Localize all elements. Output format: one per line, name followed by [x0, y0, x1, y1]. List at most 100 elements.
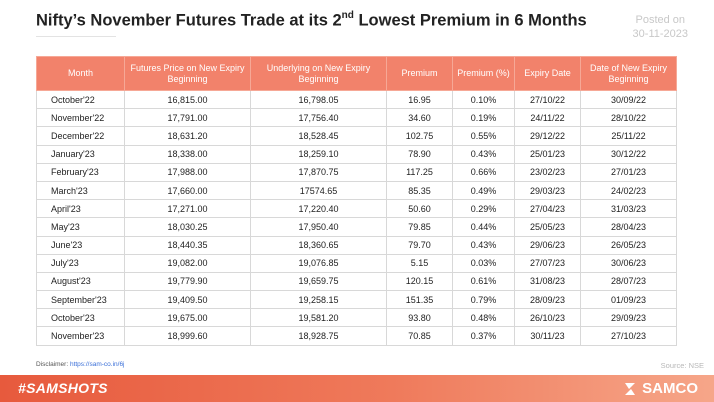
underlying-cell: 17574.65 [250, 180, 387, 201]
title-text-end: Lowest Premium in 6 Months [353, 11, 587, 30]
expiry-date-cell: 24/11/22 [514, 108, 581, 128]
underlying-cell: 19,258.15 [250, 290, 387, 310]
month-cell: November'22 [36, 108, 125, 128]
futures-price-cell: 18,631.20 [124, 126, 251, 146]
expiry-date-cell: 25/01/23 [514, 144, 581, 164]
table-row: February'23 17,988.00 17,870.75 117.25 0.66%… [36, 162, 677, 182]
posted-label: Posted on [635, 14, 686, 26]
brand-logo: SAMCO [622, 380, 698, 397]
premium-cell: 70.85 [386, 326, 453, 346]
new-expiry-date-cell: 26/05/23 [580, 235, 677, 255]
page-title: Nifty’s November Futures Trade at its 2n… [36, 10, 587, 31]
month-cell: October'22 [36, 89, 125, 110]
premium-pct-cell: 0.79% [452, 290, 515, 310]
premium-pct-cell: 0.29% [452, 199, 515, 219]
new-expiry-date-cell: 27/01/23 [580, 162, 677, 182]
premium-cell: 151.35 [386, 290, 453, 310]
futures-price-cell: 19,675.00 [124, 308, 251, 328]
futures-price-cell: 17,271.00 [124, 199, 251, 219]
underlying-cell: 19,581.20 [250, 308, 387, 328]
premium-pct-cell: 0.19% [452, 108, 515, 128]
posted-date-watermark: Posted on 30-11-2023 [633, 13, 688, 41]
premium-cell: 79.85 [386, 217, 453, 237]
premium-pct-cell: 0.43% [452, 235, 515, 255]
premium-cell: 5.15 [386, 253, 453, 273]
new-expiry-date-cell: 24/02/23 [580, 180, 677, 201]
table-row: March'23 17,660.00 17574.65 85.35 0.49% 29/03… [36, 180, 677, 201]
premium-pct-cell: 0.44% [452, 217, 515, 237]
underlying-cell: 16,798.05 [250, 89, 387, 110]
disclaimer: Disclaimer: https://sam-co.in/6j [36, 361, 125, 368]
table-row: November'22 17,791.00 17,756.40 34.60 0.19% 2… [36, 108, 677, 128]
new-expiry-date-cell: 28/10/22 [580, 108, 677, 128]
premium-pct-cell: 0.61% [452, 271, 515, 292]
underlying-cell: 18,928.75 [250, 326, 387, 346]
futures-price-cell: 19,082.00 [124, 253, 251, 273]
header-new-expiry-date: Date of New Expiry Beginning [580, 56, 677, 91]
futures-price-cell: 17,988.00 [124, 162, 251, 182]
underlying-cell: 17,950.40 [250, 217, 387, 237]
expiry-date-cell: 31/08/23 [514, 271, 581, 292]
month-cell: July'23 [36, 253, 125, 273]
disclaimer-label: Disclaimer: [36, 361, 70, 368]
premium-cell: 78.90 [386, 144, 453, 164]
premium-cell: 93.80 [386, 308, 453, 328]
samco-logo-icon [622, 381, 638, 397]
premium-cell: 85.35 [386, 180, 453, 201]
underlying-cell: 17,870.75 [250, 162, 387, 182]
brand-name: SAMCO [642, 380, 698, 397]
month-cell: October'23 [36, 308, 125, 328]
underlying-cell: 18,360.65 [250, 235, 387, 255]
futures-price-cell: 18,440.35 [124, 235, 251, 255]
posted-date: 30-11-2023 [632, 28, 688, 40]
new-expiry-date-cell: 31/03/23 [580, 199, 677, 219]
futures-premium-table: Month Futures Price on New Expiry Beginn… [36, 56, 677, 346]
expiry-date-cell: 29/03/23 [514, 180, 581, 201]
premium-pct-cell: 0.66% [452, 162, 515, 182]
disclaimer-link[interactable]: https://sam-co.in/6j [69, 361, 125, 368]
new-expiry-date-cell: 30/12/22 [580, 144, 677, 164]
table-row: May'23 18,030.25 17,950.40 79.85 0.44% 25/05/… [36, 217, 677, 237]
underlying-cell: 19,076.85 [250, 253, 387, 273]
underlying-cell: 17,220.40 [250, 199, 387, 219]
futures-price-cell: 17,660.00 [124, 180, 251, 201]
futures-price-cell: 19,409.50 [124, 290, 251, 310]
premium-pct-cell: 0.37% [452, 326, 515, 346]
premium-pct-cell: 0.49% [452, 180, 515, 201]
underlying-cell: 18,259.10 [250, 144, 387, 164]
footer-banner: #SAMSHOTS SAMCO [0, 375, 714, 402]
premium-pct-cell: 0.55% [452, 126, 515, 146]
table-body: October'22 16,815.00 16,798.05 16.95 0.10% 27… [36, 89, 677, 346]
hashtag-label: #SAMSHOTS [18, 380, 108, 396]
futures-price-cell: 19,779.90 [124, 271, 251, 292]
month-cell: June'23 [36, 235, 125, 255]
underlying-cell: 19,659.75 [250, 271, 387, 292]
title-superscript: nd [341, 10, 354, 21]
header-month: Month [36, 56, 125, 91]
new-expiry-date-cell: 30/09/22 [580, 89, 677, 110]
premium-cell: 16.95 [386, 89, 453, 110]
premium-cell: 120.15 [386, 271, 453, 292]
premium-cell: 79.70 [386, 235, 453, 255]
month-cell: November'23 [36, 326, 125, 346]
new-expiry-date-cell: 29/09/23 [580, 308, 677, 328]
premium-pct-cell: 0.03% [452, 253, 515, 273]
header-premium-pct: Premium (%) [452, 56, 515, 91]
expiry-date-cell: 29/06/23 [514, 235, 581, 255]
header-premium: Premium [386, 56, 453, 91]
expiry-date-cell: 25/05/23 [514, 217, 581, 237]
futures-price-cell: 17,791.00 [124, 108, 251, 128]
new-expiry-date-cell: 01/09/23 [580, 290, 677, 310]
expiry-date-cell: 27/07/23 [514, 253, 581, 273]
table-row: April'23 17,271.00 17,220.40 50.60 0.29% 27/0… [36, 199, 677, 219]
expiry-date-cell: 23/02/23 [514, 162, 581, 182]
futures-price-cell: 16,815.00 [124, 89, 251, 110]
table-row: December'22 18,631.20 18,528.45 102.75 0.55%… [36, 126, 677, 146]
table-row: January'23 18,338.00 18,259.10 78.90 0.43% 25… [36, 144, 677, 164]
underlying-cell: 18,528.45 [250, 126, 387, 146]
table-row: November'23 18,999.60 18,928.75 70.85 0.37% 3… [36, 326, 677, 346]
month-cell: April'23 [36, 199, 125, 219]
expiry-date-cell: 27/10/22 [514, 89, 581, 110]
header-futures-price: Futures Price on New Expiry Beginning [124, 56, 251, 91]
table-row: July'23 19,082.00 19,076.85 5.15 0.03% 27/07/… [36, 253, 677, 273]
